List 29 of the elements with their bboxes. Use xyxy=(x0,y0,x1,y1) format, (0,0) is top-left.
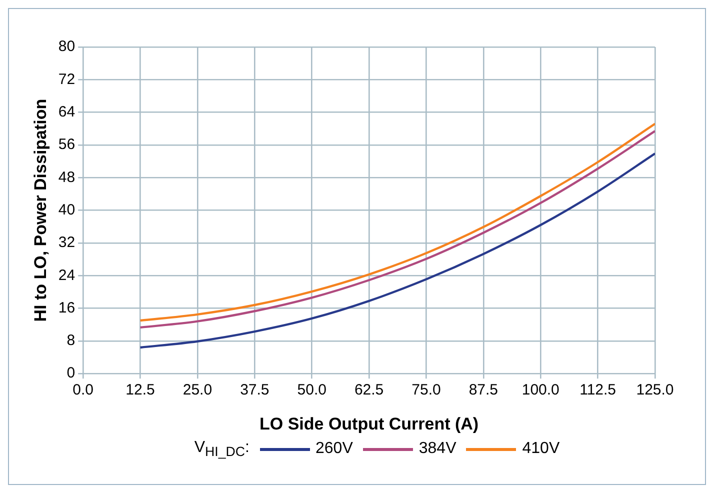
x-tick-label: 12.5 xyxy=(126,382,155,399)
x-tick-label: 62.5 xyxy=(354,382,384,399)
y-tick-label: 72 xyxy=(58,70,76,88)
y-tick-label: 64 xyxy=(58,103,76,120)
legend-label: 260V xyxy=(316,440,353,458)
y-tick-label: 40 xyxy=(58,201,76,218)
x-tick-label: 37.5 xyxy=(240,382,270,399)
x-tick-label: 0.0 xyxy=(72,382,94,399)
x-tick-label: 112.5 xyxy=(580,382,616,399)
x-tick-label: 125.0 xyxy=(636,382,674,399)
x-axis-title: LO Side Output Current (A) xyxy=(259,414,479,434)
x-tick-label: 25.0 xyxy=(182,382,212,399)
legend-label: 410V xyxy=(522,440,560,458)
y-tick-label: 24 xyxy=(58,266,76,284)
x-tick-label: 75.0 xyxy=(412,382,441,399)
y-tick-label: 56 xyxy=(58,136,76,154)
x-tick-label: 50.0 xyxy=(297,382,326,399)
y-tick-label: 32 xyxy=(58,234,76,252)
legend-title: V$_{HI_DC}$: xyxy=(194,439,250,460)
x-tick-label: 100.0 xyxy=(522,382,560,399)
y-axis-title: HI to LO, Power Dissipation xyxy=(30,98,50,322)
y-tick-label: 0 xyxy=(66,364,76,382)
legend-label: 384V xyxy=(418,440,456,458)
y-tick-label: 16 xyxy=(58,299,76,316)
y-tick-label: 8 xyxy=(66,332,76,350)
line-series xyxy=(139,152,655,349)
y-tick-label: 48 xyxy=(58,168,76,186)
y-tick-label: 80 xyxy=(58,38,76,56)
x-tick-label: 87.5 xyxy=(468,382,498,399)
